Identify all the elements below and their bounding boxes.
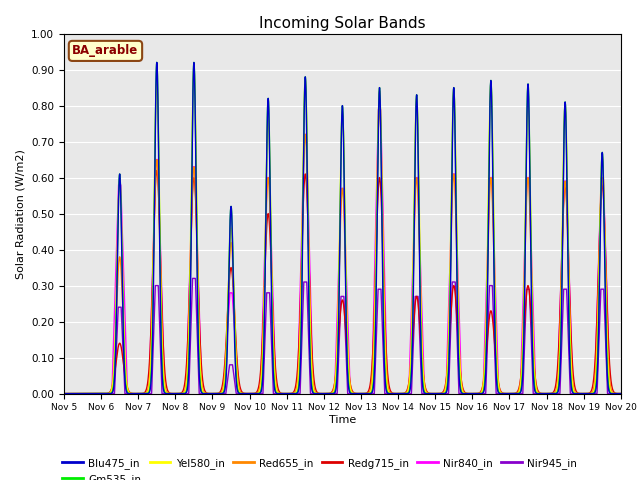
Title: Incoming Solar Bands: Incoming Solar Bands <box>259 16 426 31</box>
X-axis label: Time: Time <box>329 415 356 425</box>
Text: BA_arable: BA_arable <box>72 44 139 58</box>
Y-axis label: Solar Radiation (W/m2): Solar Radiation (W/m2) <box>16 149 26 278</box>
Legend: Blu475_in, Gm535_in, Yel580_in, Red655_in, Redg715_in, Nir840_in, Nir945_in: Blu475_in, Gm535_in, Yel580_in, Red655_i… <box>58 454 581 480</box>
